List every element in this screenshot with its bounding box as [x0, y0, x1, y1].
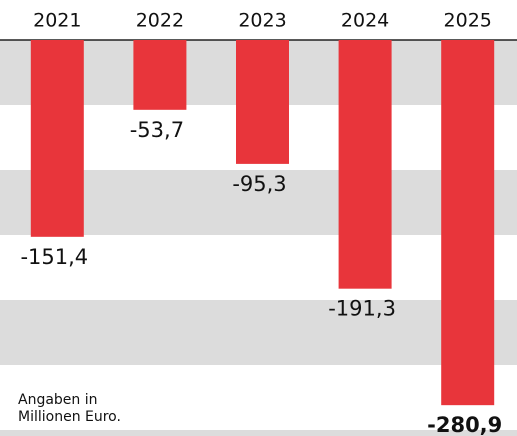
- x-tick-label: 2023: [238, 10, 286, 32]
- bar: [338, 40, 392, 289]
- note: Angaben in Millionen Euro.: [18, 392, 121, 425]
- x-tick-label: 2024: [341, 10, 389, 32]
- value-label: -95,3: [232, 172, 286, 196]
- x-tick-label: 2025: [444, 10, 492, 32]
- value-label: -151,4: [20, 245, 88, 269]
- bar: [441, 40, 495, 406]
- bar: [30, 40, 84, 237]
- grid-band: [0, 300, 517, 365]
- grid-band: [0, 170, 517, 235]
- value-label: -53,7: [130, 118, 184, 142]
- x-tick-label: 2022: [136, 10, 184, 32]
- bar: [236, 40, 289, 164]
- bar: [133, 40, 187, 110]
- value-label: -280,9: [427, 413, 502, 436]
- x-tick-label: 2021: [33, 10, 81, 32]
- grid-band: [0, 430, 517, 436]
- value-label: -191,3: [328, 297, 396, 321]
